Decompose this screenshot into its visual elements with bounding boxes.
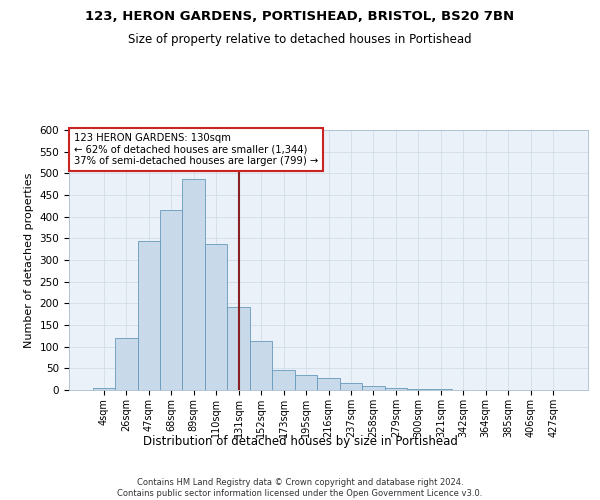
- Text: 123 HERON GARDENS: 130sqm
← 62% of detached houses are smaller (1,344)
37% of se: 123 HERON GARDENS: 130sqm ← 62% of detac…: [74, 132, 319, 166]
- Text: Distribution of detached houses by size in Portishead: Distribution of detached houses by size …: [143, 435, 457, 448]
- Bar: [407, 389, 430, 390]
- Bar: [250, 342, 272, 390]
- Bar: [182, 179, 205, 390]
- Bar: [92, 388, 115, 390]
- Bar: [385, 388, 407, 390]
- Bar: [137, 240, 160, 390]
- Bar: [317, 378, 340, 390]
- Text: Size of property relative to detached houses in Portishead: Size of property relative to detached ho…: [128, 32, 472, 46]
- Bar: [340, 382, 362, 390]
- Bar: [362, 386, 385, 390]
- Text: Contains HM Land Registry data © Crown copyright and database right 2024.
Contai: Contains HM Land Registry data © Crown c…: [118, 478, 482, 498]
- Bar: [227, 307, 250, 390]
- Text: 123, HERON GARDENS, PORTISHEAD, BRISTOL, BS20 7BN: 123, HERON GARDENS, PORTISHEAD, BRISTOL,…: [85, 10, 515, 23]
- Bar: [115, 338, 137, 390]
- Bar: [205, 244, 227, 390]
- Bar: [430, 389, 452, 390]
- Bar: [160, 210, 182, 390]
- Bar: [272, 370, 295, 390]
- Y-axis label: Number of detached properties: Number of detached properties: [24, 172, 34, 348]
- Bar: [295, 375, 317, 390]
